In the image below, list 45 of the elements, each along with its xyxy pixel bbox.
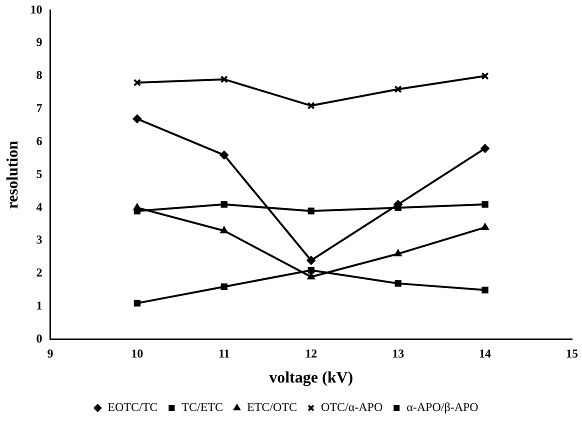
point (394, 85, 402, 94)
point (220, 283, 228, 290)
y-tick-label: 7 (36, 101, 42, 116)
legend-label: TC/ETC (182, 400, 223, 414)
y-tick-label: 0 (36, 331, 42, 346)
point (220, 226, 228, 234)
point (306, 256, 316, 265)
x-tick-label: 15 (566, 346, 578, 361)
y-tick-label: 4 (36, 200, 42, 214)
point (308, 266, 314, 274)
y-tick-label: 9 (36, 35, 42, 50)
point (480, 144, 490, 153)
point (308, 208, 314, 214)
y-tick-label: 10 (30, 2, 42, 16)
point (307, 102, 315, 110)
point (394, 249, 402, 256)
x-axis-title: voltage (kV) (269, 370, 354, 387)
x-tick-label: 10 (131, 346, 144, 361)
x-tick-label: 9 (47, 346, 54, 361)
legend-label: α-APO/β-APO (406, 400, 479, 414)
point (482, 286, 488, 294)
legend-label: OTC/α-APO (320, 400, 383, 414)
y-tick-label: 3 (36, 232, 42, 247)
point (132, 114, 142, 124)
point (481, 222, 489, 230)
y-tick-label: 1 (36, 298, 42, 313)
y-tick-label: 2 (36, 266, 42, 280)
y-axis-title: resolution (4, 140, 22, 209)
x-tick-label: 14 (479, 346, 492, 361)
legend-label: ETC/OTC (246, 400, 297, 414)
y-tick-label: 8 (36, 68, 42, 82)
y-tick-label: 5 (36, 166, 42, 181)
x-tick-label: 12 (305, 346, 318, 361)
x-tick-label: 13 (392, 346, 404, 361)
point (133, 203, 142, 210)
point (134, 300, 140, 307)
legend-label: EOTC/TC (108, 400, 158, 414)
point (220, 150, 229, 160)
y-tick-label: 6 (36, 134, 42, 148)
point (220, 201, 228, 208)
point (481, 72, 489, 80)
point (482, 201, 488, 208)
x-tick-label: 11 (218, 346, 230, 361)
point (220, 76, 228, 84)
point (394, 280, 402, 287)
